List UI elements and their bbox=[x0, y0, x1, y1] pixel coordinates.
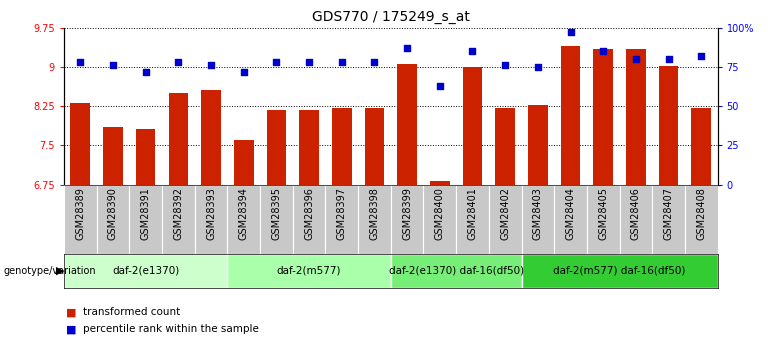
Bar bbox=[424, 185, 456, 254]
Point bbox=[499, 62, 512, 68]
Bar bbox=[325, 185, 358, 254]
Bar bbox=[495, 108, 515, 185]
Bar bbox=[463, 67, 482, 185]
Text: GSM28401: GSM28401 bbox=[467, 187, 477, 239]
Point bbox=[434, 83, 446, 88]
Text: GSM28392: GSM28392 bbox=[173, 187, 183, 240]
Point bbox=[629, 56, 642, 62]
Point bbox=[270, 59, 282, 65]
Bar bbox=[260, 185, 292, 254]
Bar bbox=[528, 105, 548, 185]
Point bbox=[597, 48, 609, 54]
Bar bbox=[97, 185, 129, 254]
Bar bbox=[168, 93, 188, 185]
Text: GDS770 / 175249_s_at: GDS770 / 175249_s_at bbox=[312, 10, 470, 24]
Point bbox=[237, 69, 250, 74]
Bar bbox=[292, 185, 325, 254]
Point bbox=[532, 64, 544, 70]
Text: transformed count: transformed count bbox=[83, 307, 181, 317]
Point bbox=[107, 62, 119, 68]
Text: daf-2(e1370) daf-16(df50): daf-2(e1370) daf-16(df50) bbox=[388, 266, 523, 276]
Text: GSM28399: GSM28399 bbox=[402, 187, 412, 239]
Bar bbox=[103, 127, 122, 185]
Bar bbox=[136, 129, 155, 185]
Bar bbox=[691, 108, 711, 185]
Text: ▶: ▶ bbox=[56, 266, 65, 276]
Text: GSM28398: GSM28398 bbox=[370, 187, 379, 239]
Bar bbox=[626, 49, 646, 185]
Bar bbox=[659, 66, 679, 185]
Text: GSM28407: GSM28407 bbox=[664, 187, 674, 240]
Text: GSM28405: GSM28405 bbox=[598, 187, 608, 240]
Bar bbox=[489, 185, 522, 254]
Bar bbox=[64, 185, 97, 254]
Bar bbox=[522, 185, 554, 254]
Text: ■: ■ bbox=[66, 325, 76, 334]
Bar bbox=[594, 49, 613, 185]
Bar bbox=[561, 46, 580, 185]
Bar bbox=[195, 185, 228, 254]
Text: GSM28403: GSM28403 bbox=[533, 187, 543, 239]
Bar bbox=[554, 185, 587, 254]
Text: ■: ■ bbox=[66, 307, 76, 317]
Bar bbox=[358, 185, 391, 254]
Bar bbox=[228, 254, 391, 288]
Text: GSM28408: GSM28408 bbox=[697, 187, 706, 239]
Text: GSM28390: GSM28390 bbox=[108, 187, 118, 239]
Bar bbox=[397, 64, 417, 185]
Bar bbox=[234, 140, 254, 185]
Bar bbox=[652, 185, 685, 254]
Text: GSM28393: GSM28393 bbox=[206, 187, 216, 239]
Point bbox=[466, 48, 479, 54]
Text: GSM28404: GSM28404 bbox=[566, 187, 576, 239]
Text: GSM28402: GSM28402 bbox=[500, 187, 510, 240]
Text: percentile rank within the sample: percentile rank within the sample bbox=[83, 325, 259, 334]
Bar bbox=[619, 185, 652, 254]
Bar bbox=[332, 108, 352, 185]
Text: GSM28389: GSM28389 bbox=[76, 187, 85, 239]
Text: GSM28394: GSM28394 bbox=[239, 187, 249, 239]
Text: GSM28397: GSM28397 bbox=[337, 187, 347, 240]
Bar bbox=[300, 110, 319, 185]
Bar bbox=[228, 185, 260, 254]
Bar bbox=[364, 108, 385, 185]
Bar bbox=[522, 254, 718, 288]
Bar bbox=[456, 185, 489, 254]
Text: GSM28391: GSM28391 bbox=[140, 187, 151, 239]
Text: GSM28400: GSM28400 bbox=[434, 187, 445, 239]
Point bbox=[368, 59, 381, 65]
Text: GSM28396: GSM28396 bbox=[304, 187, 314, 239]
Bar bbox=[391, 185, 424, 254]
Point bbox=[335, 59, 348, 65]
Point bbox=[74, 59, 87, 65]
Bar bbox=[201, 90, 221, 185]
Point bbox=[172, 59, 185, 65]
Bar bbox=[267, 110, 286, 185]
Point bbox=[205, 62, 218, 68]
Bar bbox=[430, 181, 449, 185]
Bar bbox=[162, 185, 195, 254]
Text: daf-2(e1370): daf-2(e1370) bbox=[112, 266, 179, 276]
Point bbox=[303, 59, 315, 65]
Text: GSM28406: GSM28406 bbox=[631, 187, 641, 239]
Bar bbox=[64, 254, 228, 288]
Bar bbox=[587, 185, 619, 254]
Text: daf-2(m577): daf-2(m577) bbox=[277, 266, 342, 276]
Text: genotype/variation: genotype/variation bbox=[4, 266, 97, 276]
Point bbox=[564, 30, 576, 35]
Text: GSM28395: GSM28395 bbox=[271, 187, 282, 240]
Bar bbox=[391, 254, 522, 288]
Point bbox=[695, 53, 707, 59]
Point bbox=[140, 69, 152, 74]
Bar bbox=[685, 185, 718, 254]
Bar bbox=[129, 185, 162, 254]
Text: daf-2(m577) daf-16(df50): daf-2(m577) daf-16(df50) bbox=[553, 266, 686, 276]
Point bbox=[401, 45, 413, 51]
Point bbox=[662, 56, 675, 62]
Bar bbox=[70, 104, 90, 185]
